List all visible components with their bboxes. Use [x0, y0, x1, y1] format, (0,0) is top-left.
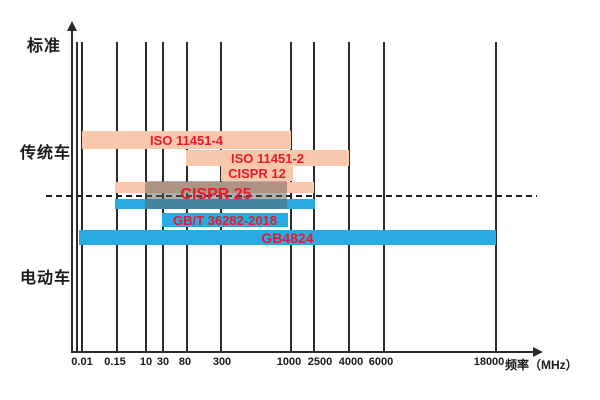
y-axis-line [71, 30, 73, 352]
x-tick-1000: 1000 [276, 356, 302, 368]
bar-gb4824: GB4824 [79, 230, 496, 245]
grid-line [348, 42, 350, 352]
grid-line [76, 42, 78, 352]
x-tick-2500: 2500 [307, 356, 333, 368]
x-tick-0.15: 0.15 [104, 356, 126, 368]
row-label-electric-vehicle: 电动车 [20, 270, 72, 287]
bar-cispr-12: CISPR 12 [221, 166, 293, 181]
y-axis-title: 标准 [27, 38, 62, 55]
x-tick-10: 10 [139, 356, 153, 368]
x-tick-80: 80 [178, 356, 192, 368]
x-tick-4000: 4000 [338, 356, 364, 368]
row-label-traditional-vehicle: 传统车 [20, 145, 72, 162]
x-tick-30: 30 [156, 356, 170, 368]
bar-label-cispr-12: CISPR 12 [228, 166, 286, 181]
x-axis-unit-label: 频率（MHz） [505, 358, 578, 372]
grid-line [290, 42, 292, 352]
vehicle-type-divider-dashed-line [46, 195, 537, 197]
x-tick-6000: 6000 [368, 356, 394, 368]
bar-label-cispr-25: CISPR 25 [180, 186, 252, 203]
x-tick-0.01: 0.01 [71, 356, 93, 368]
bar-label-iso-11451-2: ISO 11451-2 [231, 150, 304, 166]
bar-gbt-36282-2018: GB/T 36282-2018 [162, 213, 288, 227]
cispr-25-overlap-region: CISPR 25 [145, 181, 287, 209]
x-tick-18000: 18000 [473, 356, 505, 368]
x-tick-300: 300 [212, 356, 232, 368]
grid-line [313, 42, 315, 352]
grid-line [116, 42, 118, 352]
bar-iso-11451-4: ISO 11451-4 [82, 131, 291, 149]
x-axis-arrow-icon [533, 347, 543, 357]
bar-label-gb4824: GB4824 [261, 229, 314, 246]
y-axis-arrow-icon [67, 21, 77, 31]
bar-label-iso-11451-4: ISO 11451-4 [150, 132, 223, 148]
grid-line [383, 42, 385, 352]
bar-label-gbt-36282-2018: GB/T 36282-2018 [172, 212, 278, 228]
bar-iso-11451-2: ISO 11451-2 [186, 150, 349, 166]
grid-line [495, 42, 497, 352]
grid-line [81, 42, 83, 352]
x-axis-line [71, 351, 533, 353]
